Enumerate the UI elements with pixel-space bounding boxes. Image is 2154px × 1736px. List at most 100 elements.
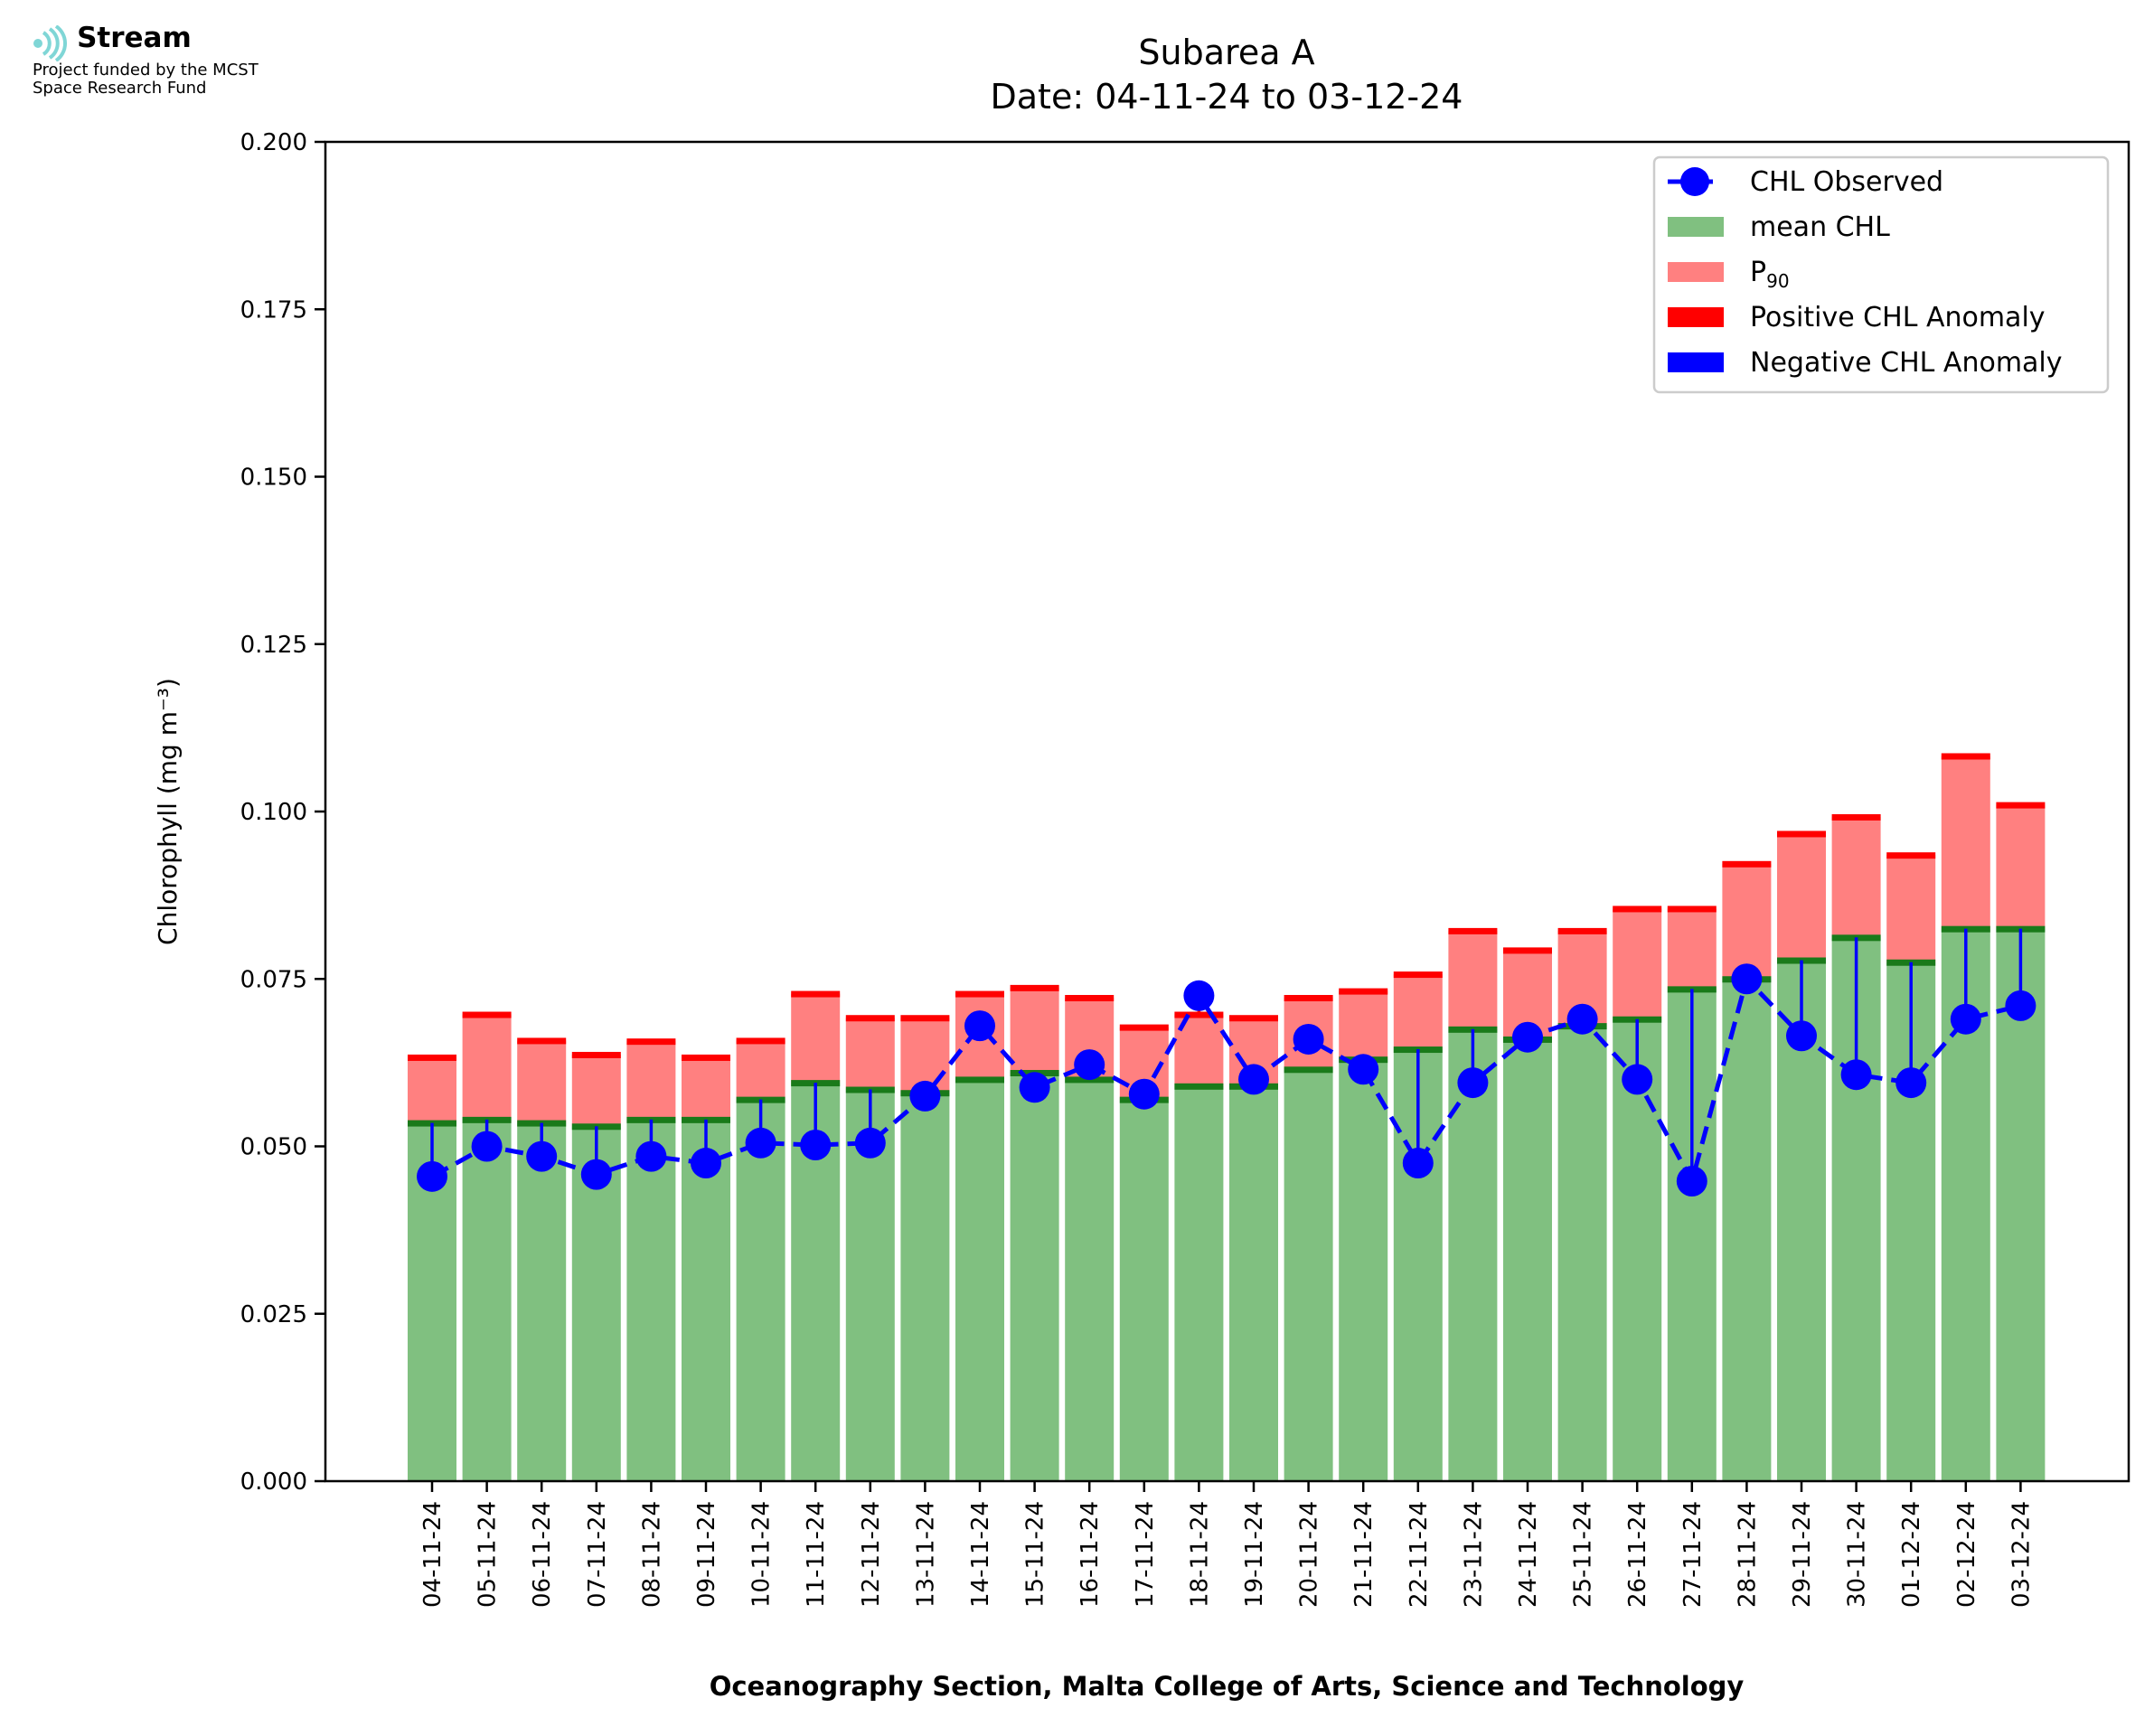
bar-mean-chl bbox=[1613, 1018, 1662, 1481]
y-tick-label: 0.200 bbox=[240, 129, 307, 156]
chl-observed-point bbox=[1786, 1020, 1817, 1052]
x-tick-label: 04-11-24 bbox=[419, 1501, 447, 1608]
bar-mean-chl bbox=[462, 1119, 512, 1481]
bar-mean-chl bbox=[1119, 1099, 1169, 1481]
bar-mean-chl bbox=[1503, 1038, 1552, 1481]
x-tick-label: 26-11-24 bbox=[1624, 1501, 1651, 1608]
x-tick-label: 22-11-24 bbox=[1406, 1501, 1433, 1608]
x-tick-label: 14-11-24 bbox=[967, 1501, 994, 1608]
logo-line-2: Space Research Fund bbox=[33, 78, 207, 98]
p90-cap bbox=[1831, 813, 1881, 821]
stream-waves-icon bbox=[33, 23, 68, 62]
stream-logo-row: Stream bbox=[33, 22, 259, 62]
bar-p90 bbox=[1831, 816, 1881, 938]
bar-p90 bbox=[1448, 930, 1498, 1029]
bar-p90 bbox=[682, 1056, 730, 1120]
bar-p90 bbox=[1010, 987, 1059, 1073]
x-tick-label: 25-11-24 bbox=[1570, 1501, 1597, 1608]
bar-p90 bbox=[517, 1040, 567, 1123]
chl-observed-point bbox=[1348, 1054, 1379, 1085]
bar-p90 bbox=[408, 1056, 456, 1123]
p90-cap bbox=[1886, 852, 1936, 859]
bar-p90 bbox=[791, 993, 841, 1084]
y-tick-label: 0.050 bbox=[240, 1134, 307, 1161]
legend-label: Positive CHL Anomaly bbox=[1750, 302, 2046, 333]
chl-observed-point bbox=[800, 1130, 832, 1161]
p90-cap bbox=[408, 1054, 456, 1061]
bar-mean-chl bbox=[1010, 1072, 1059, 1481]
chl-observed-point bbox=[1074, 1049, 1105, 1081]
logo-line-1: Project funded by the MCST bbox=[33, 60, 259, 80]
p90-cap bbox=[1503, 947, 1552, 954]
p90-cap bbox=[955, 990, 1004, 998]
p90-cap bbox=[1065, 994, 1115, 1001]
x-tick-label: 10-11-24 bbox=[748, 1501, 776, 1608]
bar-p90 bbox=[736, 1040, 785, 1100]
plot-area bbox=[408, 753, 2046, 1481]
chl-observed-point bbox=[2005, 990, 2036, 1021]
x-tick-label: 05-11-24 bbox=[475, 1501, 502, 1608]
logo-name: Stream bbox=[77, 22, 192, 54]
y-tick-label: 0.025 bbox=[240, 1301, 307, 1328]
x-tick-label: 17-11-24 bbox=[1132, 1501, 1159, 1608]
bar-p90 bbox=[1777, 833, 1826, 961]
legend-patch-swatch bbox=[1668, 262, 1724, 282]
p90-cap bbox=[1393, 971, 1443, 979]
chl-observed-point bbox=[1512, 1021, 1543, 1053]
y-axis: 0.000 0.025 0.050 0.075 0.100 0.125 0.150 0.175… bbox=[240, 129, 325, 1496]
bar-mean-chl bbox=[1065, 1079, 1115, 1481]
mean-cap bbox=[1284, 1066, 1333, 1074]
x-axis-label: Oceanography Section, Malta College of A… bbox=[710, 1671, 1745, 1702]
chl-observed-point bbox=[1402, 1148, 1434, 1179]
x-tick-label: 07-11-24 bbox=[584, 1501, 611, 1608]
p90-cap bbox=[626, 1038, 676, 1046]
chart-title: Subarea A bbox=[1138, 33, 1314, 72]
chl-observed-point bbox=[1128, 1078, 1160, 1110]
x-tick-label: 12-11-24 bbox=[858, 1501, 885, 1608]
legend-marker-swatch bbox=[1680, 167, 1709, 196]
p90-cap bbox=[1996, 802, 2046, 809]
bar-mean-chl bbox=[1284, 1069, 1333, 1481]
x-tick-label: 23-11-24 bbox=[1460, 1501, 1487, 1608]
y-tick-label: 0.000 bbox=[240, 1469, 307, 1496]
logo: Stream Project funded by the MCST Space … bbox=[33, 22, 259, 98]
x-tick-label: 09-11-24 bbox=[693, 1501, 720, 1608]
x-tick-label: 03-12-24 bbox=[2008, 1501, 2035, 1608]
x-tick-label: 20-11-24 bbox=[1296, 1501, 1323, 1608]
bar-p90 bbox=[1393, 974, 1443, 1050]
y-tick-label: 0.175 bbox=[240, 296, 307, 324]
p90-cap bbox=[1557, 927, 1607, 934]
bar-p90 bbox=[1613, 908, 1662, 1019]
bar-p90 bbox=[626, 1041, 676, 1120]
y-tick-label: 0.150 bbox=[240, 464, 307, 492]
p90-cap bbox=[462, 1011, 512, 1018]
bar-mean-chl bbox=[1722, 979, 1772, 1481]
chl-observed-point bbox=[635, 1140, 667, 1172]
legend-label: Negative CHL Anomaly bbox=[1750, 347, 2063, 379]
legend-patch-swatch bbox=[1668, 352, 1724, 372]
x-tick-label: 01-12-24 bbox=[1898, 1501, 1925, 1608]
chl-observed-point bbox=[1019, 1072, 1050, 1103]
p90-cap bbox=[682, 1054, 730, 1061]
chl-observed-point bbox=[1622, 1064, 1653, 1095]
x-tick-label: 18-11-24 bbox=[1186, 1501, 1213, 1608]
x-tick-label: 16-11-24 bbox=[1077, 1501, 1104, 1608]
x-axis: 04-11-24 05-11-24 06-11-24 07-11-24 08-11-24… bbox=[419, 1481, 2035, 1608]
chl-observed-point bbox=[1950, 1003, 1981, 1035]
p90-cap bbox=[736, 1037, 785, 1045]
legend-label: mean CHL bbox=[1750, 211, 1890, 243]
bar-mean-chl bbox=[1174, 1085, 1224, 1481]
chl-observed-point bbox=[854, 1127, 886, 1159]
x-tick-label: 08-11-24 bbox=[638, 1501, 665, 1608]
legend-label-subscript: 90 bbox=[1766, 270, 1789, 292]
bar-mean-chl bbox=[900, 1093, 950, 1481]
chl-observed-point bbox=[1566, 1003, 1598, 1035]
chl-observed-point bbox=[471, 1131, 503, 1162]
chl-observed-point bbox=[417, 1160, 447, 1192]
chl-observed-point bbox=[1731, 963, 1763, 995]
x-tick-label: 02-12-24 bbox=[1953, 1501, 1980, 1608]
legend-box bbox=[1652, 155, 2110, 394]
p90-cap bbox=[1448, 927, 1498, 934]
mean-cap bbox=[1174, 1083, 1224, 1090]
